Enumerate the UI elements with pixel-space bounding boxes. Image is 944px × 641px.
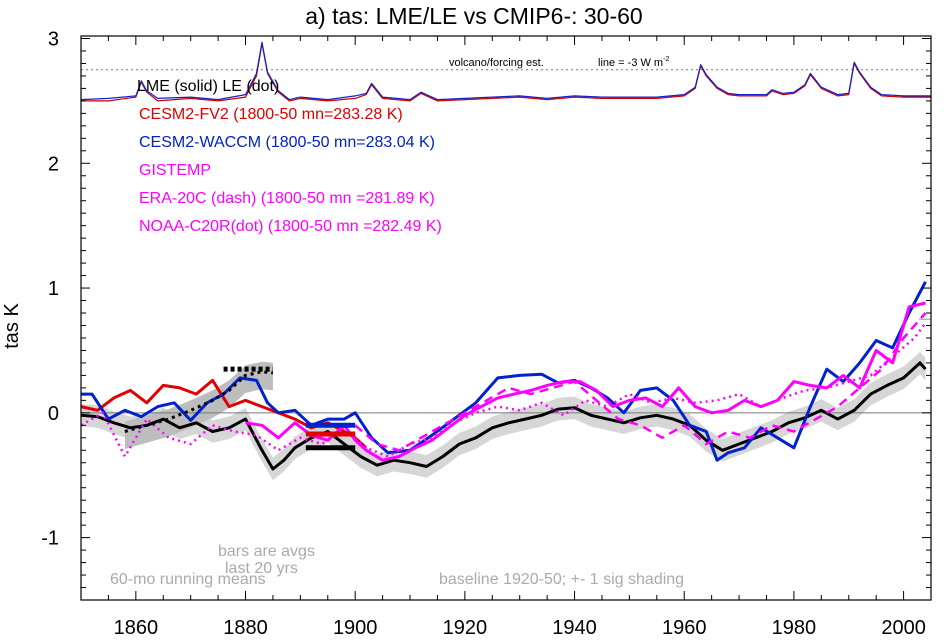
series-line-forcing: [81, 42, 931, 102]
chart-title: a) tas: LME/LE vs CMIP6-: 30-60: [305, 3, 642, 29]
series-line-le: [124, 370, 274, 433]
x-tick-label: 1900: [333, 617, 378, 639]
x-tick-label: 1980: [772, 617, 817, 639]
series-line-forcing_blue: [80, 41, 931, 101]
forcing-line-text: line = -3 W m: [598, 57, 663, 69]
legend-entry-cesm2-fv2: CESM2-FV2 (1800-50 mn=283.28 K): [139, 106, 403, 123]
legend-entry-noaa-c20r: NOAA-C20R(dot) (1800-50 mn =282.49 K): [139, 218, 442, 235]
data-series: [80, 41, 931, 471]
x-tick-label: 1860: [114, 617, 159, 639]
bars-note-line1: bars are avgs: [218, 543, 315, 560]
lme-sigma-band: [81, 351, 926, 481]
series-line-era-20c: [354, 312, 927, 452]
average-bars: [223, 366, 356, 451]
plot-axes: 1860 1880 1900 1920 1940 1960 1980 2000 -1 0 1 2 3: [41, 28, 932, 639]
forcing-label: volcano/forcing est.: [449, 57, 544, 69]
plot-frame: [80, 35, 932, 601]
legend-entry-lme-le: LME (solid) LE (dot): [137, 78, 279, 95]
legend-entry-gistemp: GISTEMP: [139, 162, 211, 179]
legend: LME (solid) LE (dot) CESM2-FV2 (1800-50 …: [137, 78, 442, 235]
x-tick-label: 1940: [552, 617, 597, 639]
bars-note-line2: last 20 yrs: [225, 560, 298, 577]
forcing-line-superscript: -2: [663, 56, 669, 63]
y-tick-label: 1: [48, 278, 59, 300]
y-axis-label: tas K: [1, 303, 23, 349]
running-mean-note: 60-mo running means: [110, 571, 266, 588]
series-line-cesm2-waccm: [81, 281, 927, 462]
x-tick-label: 1960: [662, 617, 707, 639]
forcing-line-label: line = -3 W m-2: [598, 56, 669, 69]
y-tick-label: 0: [48, 403, 59, 425]
sigma-shading: [81, 351, 926, 481]
y-tick-label: -1: [41, 528, 59, 550]
x-tick-label: 1920: [443, 617, 488, 639]
series-line-cesm2-fv2: [80, 378, 368, 449]
x-tick-label: 2000: [881, 617, 926, 639]
legend-entry-cesm2-waccm: CESM2-WACCM (1800-50 mn=283.04 K): [139, 134, 435, 151]
x-tick-label: 1880: [223, 617, 268, 639]
reference-lines: [81, 69, 931, 414]
baseline-note: baseline 1920-50; +- 1 sig shading: [439, 571, 684, 588]
legend-entry-era20c: ERA-20C (dash) (1800-50 mn =281.89 K): [139, 190, 435, 207]
y-tick-label: 3: [48, 28, 59, 50]
y-tick-label: 2: [48, 153, 59, 175]
series-line-lme: [80, 361, 927, 471]
series-line-gistemp: [245, 301, 926, 462]
